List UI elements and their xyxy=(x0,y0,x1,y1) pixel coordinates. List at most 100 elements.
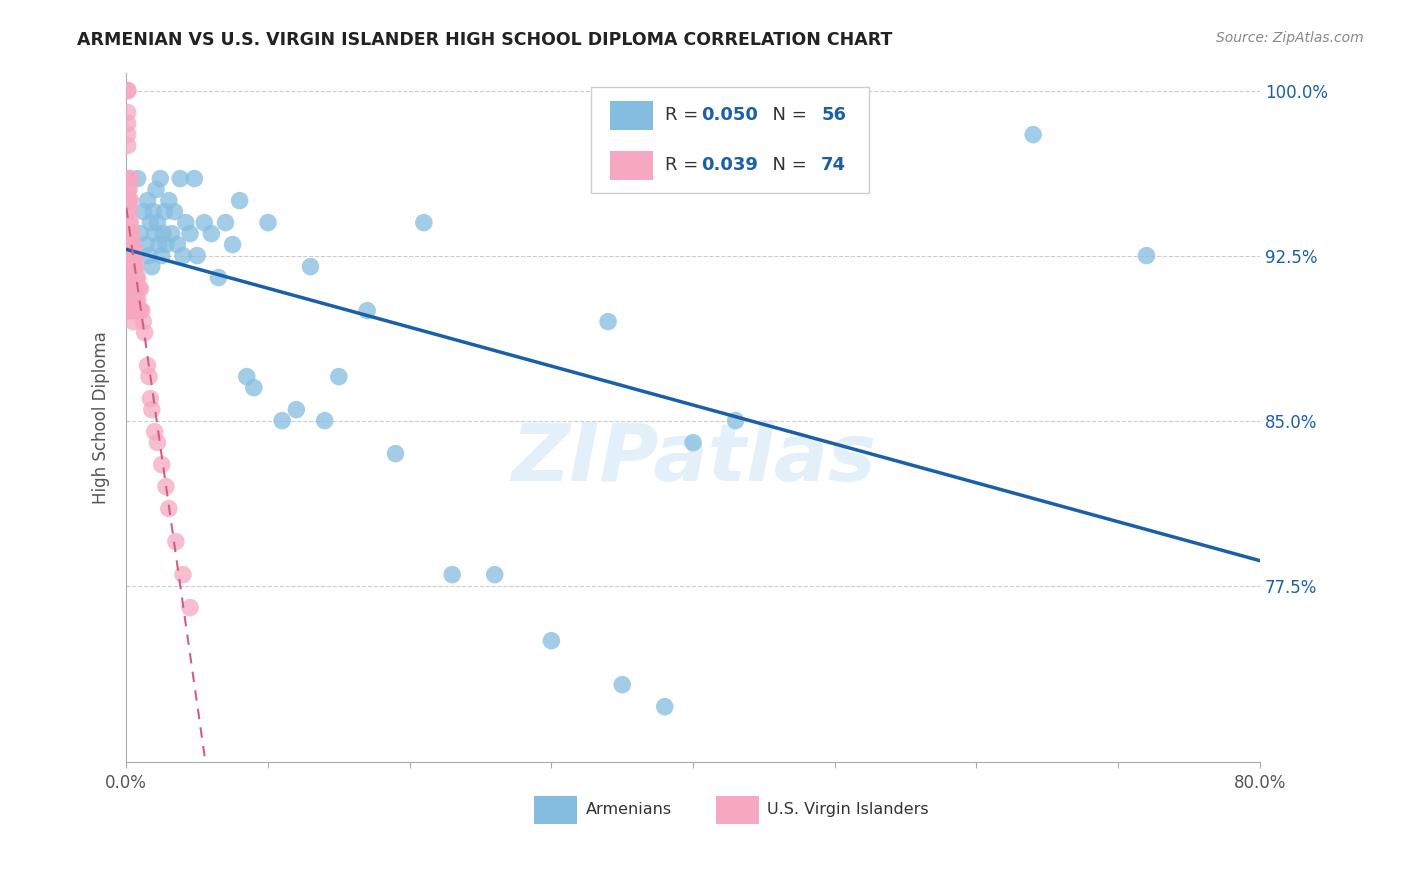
Point xyxy=(155,237,177,252)
Point xyxy=(179,600,201,615)
Point xyxy=(122,237,145,252)
Y-axis label: High School Diploma: High School Diploma xyxy=(93,331,110,504)
Point xyxy=(228,194,250,208)
Point xyxy=(157,501,180,516)
Point xyxy=(117,138,139,153)
Point xyxy=(118,183,141,197)
Point xyxy=(117,84,139,98)
Point xyxy=(117,117,139,131)
Point xyxy=(118,237,141,252)
Point xyxy=(127,293,149,307)
Text: Source: ZipAtlas.com: Source: ZipAtlas.com xyxy=(1216,31,1364,45)
Point xyxy=(120,171,142,186)
Point xyxy=(384,447,406,461)
Point xyxy=(118,204,141,219)
Point xyxy=(129,227,152,241)
Point xyxy=(118,171,141,186)
Point xyxy=(235,369,257,384)
Text: 56: 56 xyxy=(821,106,846,124)
Point xyxy=(122,260,145,274)
Point xyxy=(117,204,139,219)
Point xyxy=(124,260,146,274)
Point xyxy=(121,282,143,296)
Point xyxy=(128,282,150,296)
Point xyxy=(134,326,156,340)
Point xyxy=(120,282,142,296)
Point xyxy=(328,369,350,384)
Point xyxy=(118,227,141,241)
FancyBboxPatch shape xyxy=(534,796,578,823)
Point xyxy=(141,402,163,417)
Point xyxy=(145,183,167,197)
Point xyxy=(131,303,153,318)
Point xyxy=(356,303,378,318)
Text: 74: 74 xyxy=(821,156,846,174)
Point xyxy=(138,249,160,263)
Point xyxy=(120,237,142,252)
FancyBboxPatch shape xyxy=(610,151,654,179)
Point xyxy=(120,227,142,241)
Point xyxy=(221,237,243,252)
Point xyxy=(118,303,141,318)
Point xyxy=(314,414,336,428)
Point xyxy=(117,171,139,186)
Point xyxy=(125,293,148,307)
Point xyxy=(257,216,280,230)
Point xyxy=(596,315,619,329)
Point xyxy=(166,237,188,252)
Point xyxy=(127,270,149,285)
Point xyxy=(143,425,166,439)
Point xyxy=(118,270,141,285)
Point xyxy=(120,216,142,230)
Point xyxy=(243,381,266,395)
Point xyxy=(149,171,172,186)
Point xyxy=(121,237,143,252)
FancyBboxPatch shape xyxy=(610,101,654,129)
Point xyxy=(179,227,201,241)
Point xyxy=(172,567,194,582)
Point xyxy=(165,534,187,549)
Point xyxy=(124,282,146,296)
FancyBboxPatch shape xyxy=(591,87,869,194)
Point xyxy=(153,204,176,219)
Point xyxy=(117,84,139,98)
Point xyxy=(150,458,173,472)
Point xyxy=(174,216,197,230)
Point xyxy=(132,315,155,329)
Point xyxy=(146,216,169,230)
Point xyxy=(157,194,180,208)
Point xyxy=(128,303,150,318)
Point xyxy=(120,282,142,296)
Point xyxy=(120,270,142,285)
Point xyxy=(122,315,145,329)
Point xyxy=(118,216,141,230)
Point xyxy=(441,567,464,582)
Point xyxy=(155,480,177,494)
Point xyxy=(142,204,165,219)
Point xyxy=(139,392,162,406)
Text: R =: R = xyxy=(665,156,704,174)
Point xyxy=(299,260,322,274)
Point xyxy=(124,249,146,263)
Point xyxy=(122,293,145,307)
Point xyxy=(207,270,229,285)
Point xyxy=(121,260,143,274)
Text: N =: N = xyxy=(761,156,813,174)
Point xyxy=(152,227,174,241)
Point xyxy=(271,414,294,428)
Point xyxy=(682,435,704,450)
Point xyxy=(120,303,142,318)
Point xyxy=(193,216,215,230)
Point xyxy=(654,699,676,714)
Point xyxy=(163,204,186,219)
Text: 0.039: 0.039 xyxy=(702,156,758,174)
Point xyxy=(141,260,163,274)
Text: U.S. Virgin Islanders: U.S. Virgin Islanders xyxy=(766,803,928,817)
Point xyxy=(117,183,139,197)
Point xyxy=(124,303,146,318)
Point xyxy=(121,227,143,241)
FancyBboxPatch shape xyxy=(716,796,759,823)
Point xyxy=(117,128,139,142)
Point xyxy=(135,237,157,252)
Point xyxy=(136,194,159,208)
